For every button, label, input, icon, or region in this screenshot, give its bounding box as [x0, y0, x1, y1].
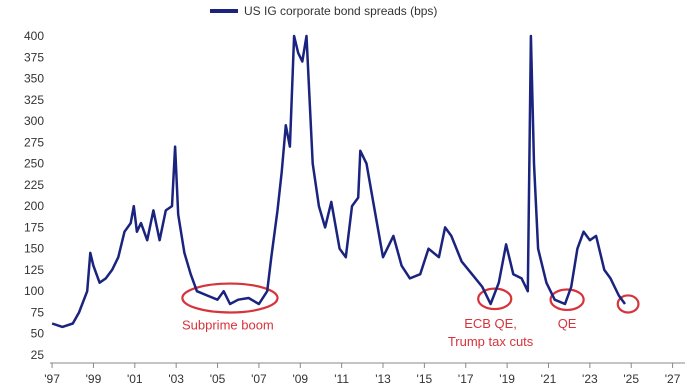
x-tick-label: '19 — [499, 372, 515, 386]
x-tick-label: '15 — [417, 372, 433, 386]
y-tick-label: 75 — [31, 305, 45, 319]
annotation-label-ecb: Trump tax cuts — [448, 334, 534, 349]
annotation-circle-subprime — [181, 282, 279, 314]
x-tick-label: '05 — [210, 372, 226, 386]
x-tick-label: '09 — [292, 372, 308, 386]
series-line — [51, 34, 627, 329]
x-tick-label: '11 — [334, 372, 349, 386]
y-tick-label: 50 — [31, 327, 45, 341]
y-tick-label: 400 — [24, 29, 44, 43]
y-tick-label: 225 — [24, 178, 44, 192]
y-tick-label: 300 — [24, 114, 44, 128]
y-tick-label: 100 — [24, 284, 44, 298]
x-tick-label: '01 — [127, 372, 143, 386]
y-tick-label: 150 — [24, 242, 44, 256]
annotations: Subprime boom ECB QE, Trump tax cuts QE — [181, 282, 640, 349]
x-tick-label: '03 — [168, 372, 184, 386]
x-tick-label: '21 — [541, 372, 557, 386]
annotation-label-ecb: ECB QE, — [464, 316, 517, 331]
x-tick-label: '99 — [86, 372, 102, 386]
legend-swatch — [210, 9, 238, 13]
x-tick-label: '13 — [375, 372, 391, 386]
annotation-circle-now — [616, 294, 640, 314]
y-tick-label: 325 — [24, 93, 44, 107]
x-tick-label: '23 — [582, 372, 598, 386]
x-tick-label: '97 — [44, 372, 60, 386]
annotation-label-qe: QE — [558, 316, 577, 331]
y-tick-label: 275 — [24, 135, 44, 149]
y-tick-label: 125 — [24, 263, 44, 277]
annotation-circle-qe — [549, 288, 585, 312]
legend: US IG corporate bond spreads (bps) — [210, 4, 437, 18]
annotation-circle-ecb — [477, 287, 513, 311]
x-tick-label: '07 — [251, 372, 267, 386]
legend-label: US IG corporate bond spreads (bps) — [244, 4, 438, 18]
x-tick-label: '25 — [623, 372, 639, 386]
y-tick-label: 375 — [24, 50, 44, 64]
x-axis: '97 '99 '01 '03 '05 '07 '09 '11 '13 '15 '17 '19 '21 '… — [44, 362, 685, 386]
y-tick-label: 25 — [31, 348, 45, 362]
annotation-label-subprime: Subprime boom — [182, 317, 274, 332]
x-tick-label: '27 — [665, 372, 681, 386]
y-tick-label: 175 — [24, 220, 44, 234]
x-tick-label: '17 — [458, 372, 474, 386]
y-tick-label: 250 — [24, 157, 44, 171]
y-axis: 25 50 75 100 125 150 175 200 225 250 275 300 325 350 3… — [24, 29, 44, 362]
y-tick-label: 200 — [24, 199, 44, 213]
y-tick-label: 350 — [24, 72, 44, 86]
